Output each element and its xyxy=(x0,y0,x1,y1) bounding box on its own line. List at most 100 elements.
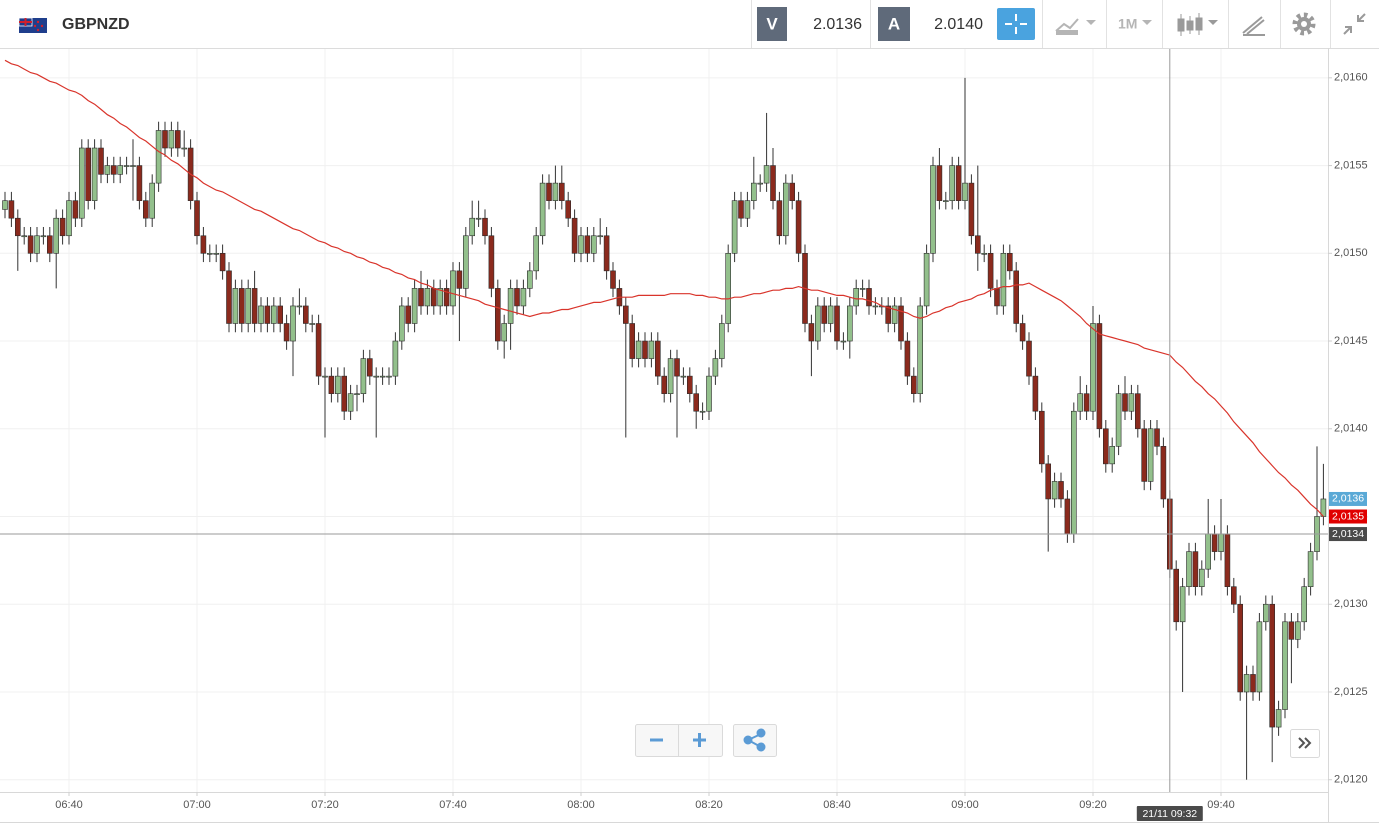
candle-body xyxy=(1160,446,1167,500)
candle-body xyxy=(571,217,578,254)
candle-body xyxy=(251,288,258,324)
candle-body xyxy=(1320,498,1327,517)
candle-body xyxy=(949,165,956,201)
candle-body xyxy=(1064,498,1071,535)
crosshair-button[interactable] xyxy=(997,8,1035,40)
candle-body xyxy=(1179,586,1186,623)
candle-body xyxy=(866,288,872,307)
timeframe[interactable]: 1M xyxy=(1118,16,1137,32)
ask-label[interactable]: A xyxy=(888,14,900,33)
candle-body xyxy=(21,235,28,238)
candle-body xyxy=(270,305,277,324)
candle-body xyxy=(910,375,917,394)
candle-body xyxy=(258,305,264,324)
y-tick-label: 2,0160 xyxy=(1334,72,1368,84)
bid-button[interactable] xyxy=(757,7,787,41)
scroll-right-icon xyxy=(1298,737,1312,749)
candle-body xyxy=(629,323,636,359)
candle-body xyxy=(111,165,117,175)
price-tag-label: 2,0136 xyxy=(1332,493,1364,505)
candle-body xyxy=(603,235,610,272)
y-tick-label: 2,0145 xyxy=(1334,335,1368,347)
candle-body xyxy=(1199,568,1205,587)
candle-body xyxy=(981,253,988,255)
candle-body xyxy=(597,235,604,238)
candle-body xyxy=(72,200,79,219)
crosshair-icon xyxy=(1005,14,1027,34)
candle-body xyxy=(34,235,40,254)
chart-type-button[interactable] xyxy=(1055,18,1096,35)
candle-body xyxy=(1282,621,1288,710)
candle-body xyxy=(143,200,149,219)
candle-body xyxy=(315,323,322,377)
candle-body xyxy=(437,288,444,307)
candle-body xyxy=(1135,393,1141,430)
candle-body xyxy=(15,217,21,237)
ask-button[interactable] xyxy=(878,7,910,41)
candle-body xyxy=(398,305,405,342)
candle-body xyxy=(168,130,175,149)
settings-button[interactable] xyxy=(1292,12,1316,36)
candle-body xyxy=(776,200,783,237)
candle-body xyxy=(1250,674,1256,693)
candle-body xyxy=(770,165,776,201)
candle-body xyxy=(744,200,751,219)
scroll-right-button[interactable] xyxy=(1290,729,1320,758)
candle-body xyxy=(386,375,392,378)
candle-body xyxy=(264,305,271,324)
candle-body xyxy=(98,147,104,175)
candle-body xyxy=(283,323,290,342)
candle-body xyxy=(1000,253,1007,307)
candle-body xyxy=(840,340,847,343)
candle-body xyxy=(232,288,239,324)
candle-body xyxy=(1045,463,1051,500)
x-tick-label: 07:00 xyxy=(183,799,211,811)
candle-body xyxy=(1122,393,1128,412)
candle-body xyxy=(341,375,348,412)
candle-type-button[interactable] xyxy=(1177,13,1218,36)
candle-body xyxy=(456,270,463,289)
share-icon xyxy=(743,728,766,752)
x-tick-label: 07:20 xyxy=(311,799,339,811)
candle-body xyxy=(117,165,123,175)
candle-body xyxy=(1288,621,1295,640)
candle-body xyxy=(654,340,661,377)
candle-body xyxy=(533,235,540,272)
flag-icon xyxy=(18,17,47,33)
zoom-in-button[interactable] xyxy=(693,733,706,747)
candle-body xyxy=(123,165,130,167)
candle-body xyxy=(859,288,866,290)
candle-body xyxy=(347,393,354,412)
candle-body xyxy=(1077,393,1083,412)
candle-body xyxy=(974,235,981,254)
candle-body xyxy=(872,305,879,308)
candle-body xyxy=(642,340,648,359)
y-tick-label: 2,0125 xyxy=(1334,686,1368,698)
candle-body xyxy=(2,200,8,210)
candle-body xyxy=(1231,586,1237,605)
candle-body xyxy=(584,235,591,254)
candle-body xyxy=(149,182,155,219)
candle-body xyxy=(821,305,828,324)
candle-body xyxy=(712,358,719,377)
candle-body xyxy=(1096,323,1103,430)
candle-body xyxy=(373,375,380,378)
x-tick-label: 06:40 xyxy=(55,799,83,811)
candle-body xyxy=(546,182,552,201)
candle-body xyxy=(552,182,559,201)
candle-body xyxy=(674,358,680,377)
bid-label[interactable]: V xyxy=(766,14,778,33)
candle-body xyxy=(475,217,482,220)
candle-body xyxy=(885,305,892,324)
candle-body xyxy=(200,235,207,254)
candle-body xyxy=(853,288,860,307)
draw-button[interactable] xyxy=(1242,16,1265,36)
candle-body xyxy=(648,340,655,359)
collapse-button[interactable] xyxy=(1343,13,1366,35)
candle-body xyxy=(750,182,757,201)
candle-body xyxy=(501,323,508,342)
candle-body xyxy=(411,288,418,324)
share-button[interactable] xyxy=(733,724,777,757)
candle-body xyxy=(1307,551,1314,587)
